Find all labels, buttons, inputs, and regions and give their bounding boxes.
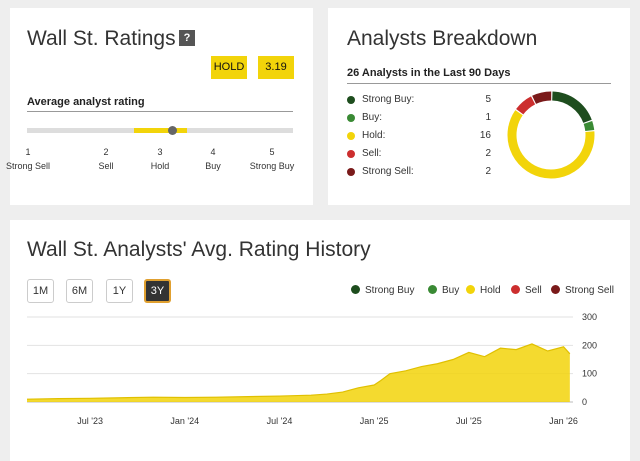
rating-history-card: 0 100 200 300 Jul '23 Jan '24 Jul '24 Jan '25 Ju… [10,220,630,461]
scale-tick: 5 Strong Buy [249,147,295,171]
series-line-hold [26,343,571,400]
range-button-1y[interactable]: 1Y [106,279,133,303]
donut-slice-strong-buy[interactable] [551,91,592,124]
x-tick-label: Jan '25 [360,416,389,426]
strong-buy-dot-icon [351,285,360,294]
breakdown-row-buy: Buy: 1 [347,112,491,125]
history-title: Wall St. Analysts' Avg. Rating History [27,238,371,261]
donut-slice-strong-sell[interactable] [532,91,552,105]
legend-strong-sell[interactable]: Strong Sell [551,285,614,296]
divider [27,111,293,112]
scale-tick: 3 Hold [150,147,170,171]
breakdown-subtitle: 26 Analysts in the Last 90 Days [347,67,511,79]
scale-tick: 1 Strong Sell [5,147,51,171]
scale-tick: 2 Sell [98,147,114,171]
donut-slice-sell[interactable] [516,96,536,115]
breakdown-row-strong-sell: Strong Sell: 2 [347,166,491,179]
x-tick-label: Jul '23 [77,416,103,426]
legend-buy[interactable]: Buy [428,285,459,296]
donut-slice-buy[interactable] [583,121,595,132]
wall-st-ratings-card: Wall St. Ratings ? HOLD 3.19 Average ana… [6,8,313,205]
rating-value-badge: 3.19 [258,56,294,79]
rating-label-badge: HOLD [211,56,247,79]
donut-slice-hold[interactable] [507,110,595,179]
series-area-hold [27,343,570,402]
breakdown-row-sell: Sell: 2 [347,148,491,161]
legend-strong-buy[interactable]: Strong Buy [351,285,414,296]
y-tick-label: 300 [582,312,597,322]
buy-dot-icon [428,285,437,294]
divider [347,83,611,84]
rating-scale-band [134,128,187,133]
x-tick-label: Jul '25 [456,416,482,426]
y-tick-label: 200 [582,340,597,350]
range-button-3y[interactable]: 3Y [144,279,171,303]
x-tick-label: Jul '24 [267,416,293,426]
legend-hold[interactable]: Hold [466,285,501,296]
legend-sell[interactable]: Sell [511,285,542,296]
x-tick-label: Jan '24 [170,416,199,426]
y-tick-label: 0 [582,397,587,407]
hold-dot-icon [466,285,475,294]
scale-tick: 4 Buy [205,147,221,171]
hold-dot-icon [347,132,355,140]
sell-dot-icon [511,285,520,294]
x-tick-label: Jan '26 [549,416,578,426]
average-rating-label: Average analyst rating [27,96,145,108]
analysts-breakdown-card: Analysts Breakdown 26 Analysts in the La… [328,8,630,205]
breakdown-row-strong-buy: Strong Buy: 5 [347,94,491,107]
rating-history-chart: 0 100 200 300 Jul '23 Jan '24 Jul '24 Jan '25 Ju… [26,312,597,426]
range-button-1m[interactable]: 1M [27,279,54,303]
strong-sell-dot-icon [347,168,355,176]
y-tick-label: 100 [582,369,597,379]
buy-dot-icon [347,114,355,122]
ratings-title: Wall St. Ratings [27,27,176,50]
range-button-6m[interactable]: 6M [66,279,93,303]
breakdown-row-hold: Hold: 16 [347,130,491,143]
breakdown-title: Analysts Breakdown [347,27,538,50]
sell-dot-icon [347,150,355,158]
analysts-donut-chart [507,91,595,179]
strong-buy-dot-icon [347,96,355,104]
rating-scale-marker [168,126,178,135]
strong-sell-dot-icon [551,285,560,294]
help-icon[interactable]: ? [179,30,195,46]
